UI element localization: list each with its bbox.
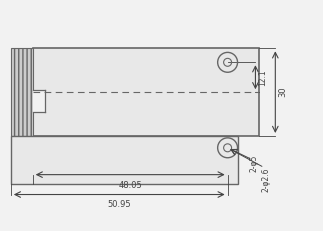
- Text: 2-φ5: 2-φ5: [249, 155, 258, 172]
- Bar: [33, 90, 45, 112]
- Bar: [33, 49, 259, 136]
- Text: 2-φ2.6: 2-φ2.6: [261, 168, 270, 192]
- Text: 30: 30: [278, 87, 287, 97]
- Text: 48.05: 48.05: [118, 181, 142, 190]
- Text: 12.1: 12.1: [258, 69, 267, 85]
- Bar: [11, 136, 237, 184]
- Text: 50.95: 50.95: [108, 201, 131, 210]
- Bar: [11, 49, 33, 136]
